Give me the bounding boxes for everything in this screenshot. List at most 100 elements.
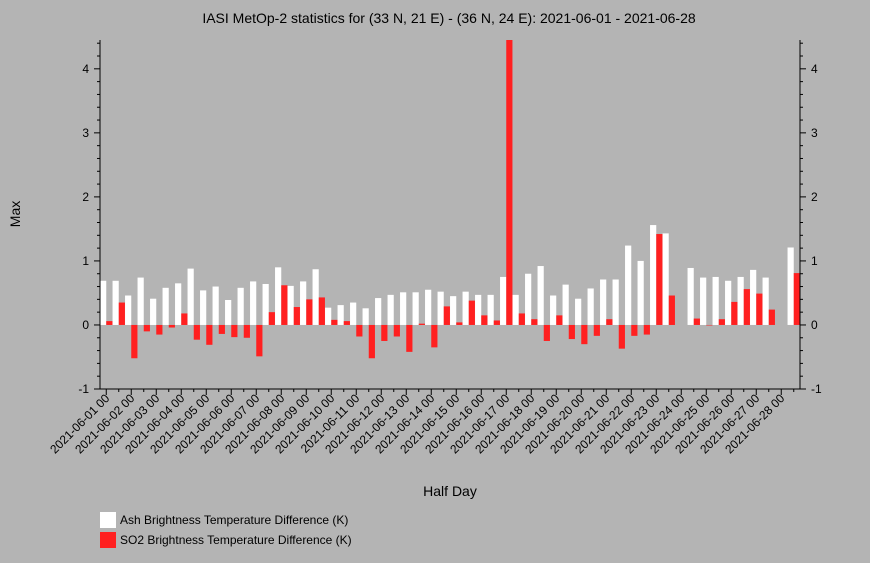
ash-bar bbox=[362, 308, 369, 325]
ash-bar bbox=[600, 279, 607, 325]
ash-bar bbox=[487, 294, 494, 325]
so2-bar bbox=[531, 319, 538, 325]
so2-bar bbox=[693, 318, 700, 325]
ash-bar bbox=[162, 287, 169, 325]
so2-bar bbox=[431, 324, 438, 348]
so2-bar bbox=[268, 312, 275, 325]
so2-bar bbox=[343, 321, 350, 325]
ash-bar bbox=[100, 280, 107, 325]
ash-bar bbox=[562, 284, 569, 325]
ash-bar bbox=[762, 277, 769, 325]
ash-bar bbox=[262, 283, 269, 325]
y-tick-label-left: 2 bbox=[82, 190, 89, 204]
so2-bar bbox=[506, 40, 513, 325]
so2-bar bbox=[418, 323, 425, 325]
ash-bar bbox=[575, 298, 582, 325]
ash-bar bbox=[137, 277, 144, 325]
ash-bar bbox=[212, 286, 219, 325]
so2-bar bbox=[331, 319, 338, 325]
axes-group bbox=[94, 40, 806, 395]
x-axis-label: Half Day bbox=[423, 483, 477, 499]
ash-bar bbox=[150, 298, 157, 325]
so2-bar bbox=[731, 301, 738, 325]
ash-bar bbox=[237, 287, 244, 325]
so2-bar bbox=[168, 324, 175, 328]
so2-bar bbox=[131, 324, 138, 359]
y-axis-label: Max bbox=[7, 201, 23, 227]
ash-bar bbox=[725, 280, 732, 325]
ash-bar bbox=[512, 294, 519, 325]
so2-bar bbox=[543, 324, 550, 341]
so2-bar bbox=[181, 313, 188, 325]
bars-group bbox=[100, 40, 800, 359]
ash-bar bbox=[475, 294, 482, 325]
ash-bar bbox=[325, 307, 332, 325]
so2-bar bbox=[643, 324, 650, 335]
ash-bar bbox=[637, 260, 644, 325]
y-tick-label-left: 4 bbox=[82, 62, 89, 76]
ash-bar bbox=[550, 295, 557, 325]
so2-bar bbox=[581, 324, 588, 345]
ash-bar bbox=[700, 277, 707, 325]
so2-bar bbox=[143, 324, 150, 332]
so2-bar bbox=[443, 306, 450, 325]
so2-bar bbox=[743, 289, 750, 325]
so2-bar bbox=[256, 324, 263, 357]
y-tick-label-right: 1 bbox=[811, 254, 818, 268]
y-tick-label-left: 1 bbox=[82, 254, 89, 268]
ash-bar bbox=[450, 296, 457, 325]
so2-bar bbox=[618, 324, 625, 349]
y-tick-label-right: 0 bbox=[811, 318, 818, 332]
so2-bar bbox=[318, 297, 325, 325]
so2-bar bbox=[493, 320, 500, 325]
ash-bar bbox=[462, 291, 469, 325]
so2-bar bbox=[206, 324, 213, 345]
ash-bar bbox=[125, 295, 132, 325]
ash-bar bbox=[312, 269, 319, 325]
y-tick-labels: -1 -1 0 0 1 1 2 2 3 3 4 4 bbox=[78, 62, 822, 396]
ash-bar bbox=[437, 291, 444, 325]
ash-bar bbox=[537, 266, 544, 325]
ash-bar bbox=[687, 267, 694, 325]
so2-bar bbox=[668, 295, 675, 325]
chart-title: IASI MetOp-2 statistics for (33 N, 21 E)… bbox=[202, 10, 696, 26]
legend-swatch-so2 bbox=[100, 532, 116, 548]
so2-bar bbox=[406, 324, 413, 352]
ash-bar bbox=[650, 225, 657, 325]
ash-bar bbox=[500, 276, 507, 325]
so2-bar bbox=[118, 302, 125, 325]
so2-bar bbox=[556, 315, 563, 325]
so2-bar bbox=[231, 324, 238, 338]
ash-bar bbox=[737, 276, 744, 325]
so2-bar bbox=[718, 319, 725, 325]
so2-bar bbox=[218, 324, 225, 334]
so2-bar bbox=[456, 322, 463, 325]
so2-bar bbox=[306, 299, 313, 325]
ash-bar bbox=[200, 290, 207, 325]
ash-bar bbox=[787, 247, 794, 325]
so2-bar bbox=[368, 324, 375, 359]
ash-bar bbox=[112, 280, 119, 325]
so2-bar bbox=[293, 307, 300, 325]
so2-bar bbox=[631, 324, 638, 336]
ash-bar bbox=[300, 281, 307, 325]
y-tick-label-left: 3 bbox=[82, 126, 89, 140]
so2-bar bbox=[706, 324, 713, 326]
ash-bar bbox=[375, 298, 382, 325]
so2-bar bbox=[381, 324, 388, 341]
legend-label-so2: SO2 Brightness Temperature Difference (K… bbox=[120, 533, 352, 547]
y-tick-label-left: 0 bbox=[82, 318, 89, 332]
so2-bar bbox=[756, 293, 763, 325]
y-tick-label-right: 4 bbox=[811, 62, 818, 76]
legend-swatch-ash bbox=[100, 512, 116, 528]
ash-bar bbox=[287, 285, 294, 325]
ash-bar bbox=[250, 281, 257, 325]
legend: Ash Brightness Temperature Difference (K… bbox=[100, 512, 352, 548]
so2-bar bbox=[518, 313, 525, 325]
ash-bar bbox=[350, 302, 357, 325]
so2-bar bbox=[606, 319, 613, 325]
y-tick-label-left: -1 bbox=[78, 382, 89, 396]
ash-bar bbox=[225, 299, 232, 325]
legend-label-ash: Ash Brightness Temperature Difference (K… bbox=[120, 513, 348, 527]
so2-bar bbox=[768, 309, 775, 325]
